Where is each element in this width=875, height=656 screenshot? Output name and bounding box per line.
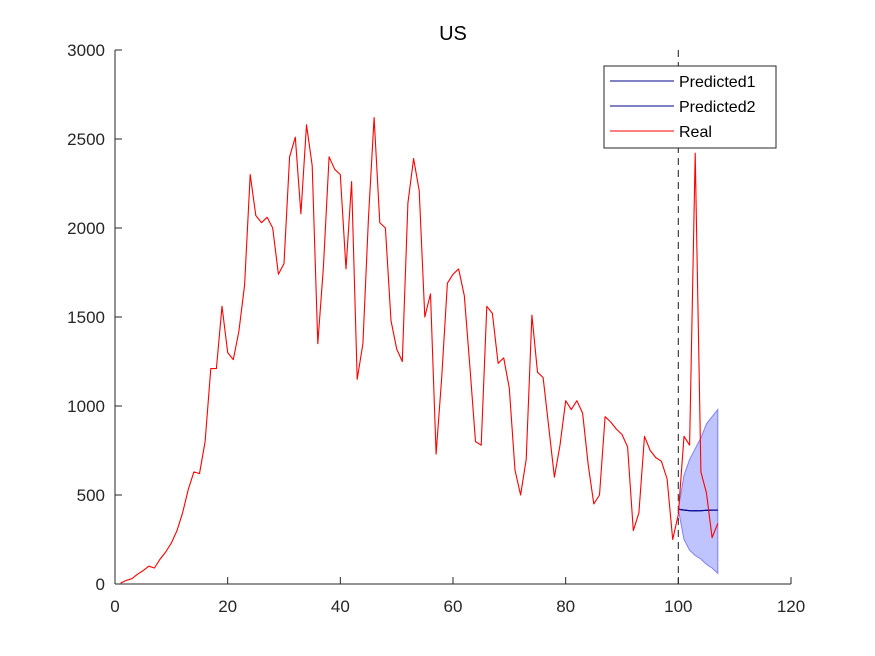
x-tick-label: 0 [110, 597, 119, 616]
x-tick-label: 40 [331, 597, 350, 616]
legend: Predicted1 Predicted2 Real [603, 65, 777, 149]
y-tick-label: 2000 [67, 219, 105, 238]
y-tick-label: 1000 [67, 397, 105, 416]
x-tick-label: 60 [444, 597, 463, 616]
y-tick-label: 3000 [67, 41, 105, 60]
series-line-predicted2 [678, 508, 718, 512]
legend-label-real: Real [679, 124, 712, 141]
x-tick-label: 80 [556, 597, 575, 616]
legend-label-predicted1: Predicted1 [679, 74, 756, 91]
legend-label-predicted2: Predicted2 [679, 99, 756, 116]
x-tick-label: 120 [777, 597, 805, 616]
y-tick-label: 2500 [67, 130, 105, 149]
confidence-band [677, 408, 719, 575]
y-tick-label: 1500 [67, 308, 105, 327]
legend-box [603, 65, 777, 149]
x-tick-label: 100 [664, 597, 692, 616]
series-line-real [120, 117, 719, 584]
y-tick-label: 0 [96, 575, 105, 594]
chart-title: US [439, 23, 467, 45]
axes: 0 20 40 60 80 100 120 0 500 1000 1500 2000 2500 3000 [67, 41, 805, 616]
y-tick-label: 500 [77, 486, 105, 505]
x-tick-label: 20 [218, 597, 237, 616]
